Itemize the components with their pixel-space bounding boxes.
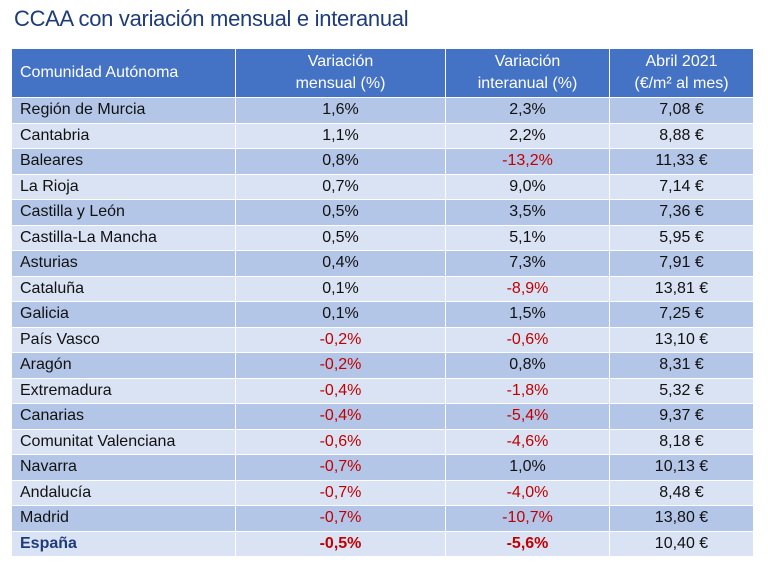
table-row: Canarias -0,4% -5,4% 9,37 € xyxy=(11,403,754,430)
table-row: Andalucía -0,7% -4,0% 8,48 € xyxy=(11,479,754,506)
price-cell: 7,36 € xyxy=(609,199,754,226)
price-cell: 8,88 € xyxy=(609,122,754,149)
annual-variation-cell: -1,8% xyxy=(445,377,610,404)
table-row: Castilla y León 0,5% 3,5% 7,36 € xyxy=(11,199,754,226)
monthly-variation-cell: -0,4% xyxy=(235,377,446,404)
region-cell: Cataluña xyxy=(11,275,236,302)
annual-variation-cell: 5,1% xyxy=(445,224,610,251)
monthly-variation-cell: 0,8% xyxy=(235,148,446,175)
monthly-variation-cell: -0,7% xyxy=(235,454,446,481)
table-row: País Vasco -0,2% -0,6% 13,10 € xyxy=(11,326,754,353)
region-cell: Asturias xyxy=(11,250,236,277)
monthly-variation-cell: 0,4% xyxy=(235,250,446,277)
price-cell: 11,33 € xyxy=(609,148,754,175)
region-cell: País Vasco xyxy=(11,326,236,353)
price-cell: 10,13 € xyxy=(609,454,754,481)
price-cell: 8,31 € xyxy=(609,352,754,379)
price-cell: 8,18 € xyxy=(609,428,754,455)
monthly-variation-cell: -0,6% xyxy=(235,428,446,455)
region-cell: España xyxy=(11,530,236,557)
annual-variation-cell: 1,5% xyxy=(445,301,610,328)
price-cell: 9,37 € xyxy=(609,403,754,430)
price-cell: 7,25 € xyxy=(609,301,754,328)
region-cell: Castilla y León xyxy=(11,199,236,226)
annual-variation-cell: 9,0% xyxy=(445,173,610,200)
table-row: Madrid -0,7% -10,7% 13,80 € xyxy=(11,505,754,532)
table-row: Navarra -0,7% 1,0% 10,13 € xyxy=(11,454,754,481)
annual-variation-cell: -5,4% xyxy=(445,403,610,430)
price-cell: 13,10 € xyxy=(609,326,754,353)
monthly-variation-cell: 0,7% xyxy=(235,173,446,200)
price-cell: 7,08 € xyxy=(609,97,754,124)
annual-variation-cell: 3,5% xyxy=(445,199,610,226)
header-annual: Variación interanual (%) xyxy=(445,48,610,98)
total-row: España -0,5% -5,6% 10,40 € xyxy=(11,530,754,557)
region-cell: Galicia xyxy=(11,301,236,328)
annual-variation-cell: -4,6% xyxy=(445,428,610,455)
region-cell: La Rioja xyxy=(11,173,236,200)
monthly-variation-cell: 0,1% xyxy=(235,301,446,328)
monthly-variation-cell: -0,7% xyxy=(235,505,446,532)
header-monthly: Variación mensual (%) xyxy=(235,48,446,98)
table-row: Comunitat Valenciana -0,6% -4,6% 8,18 € xyxy=(11,428,754,455)
annual-variation-cell: -10,7% xyxy=(445,505,610,532)
monthly-variation-cell: -0,5% xyxy=(235,530,446,557)
table-header-row: Comunidad Autónoma Variación mensual (%) … xyxy=(11,48,754,98)
annual-variation-cell: -0,6% xyxy=(445,326,610,353)
table-row: Galicia 0,1% 1,5% 7,25 € xyxy=(11,301,754,328)
table-row: Cantabria 1,1% 2,2% 8,88 € xyxy=(11,122,754,149)
annual-variation-cell: -4,0% xyxy=(445,479,610,506)
price-cell: 13,80 € xyxy=(609,505,754,532)
ccaa-table: Comunidad Autónoma Variación mensual (%) … xyxy=(11,48,754,557)
price-cell: 7,91 € xyxy=(609,250,754,277)
price-cell: 5,32 € xyxy=(609,377,754,404)
table-row: Extremadura -0,4% -1,8% 5,32 € xyxy=(11,377,754,404)
region-cell: Baleares xyxy=(11,148,236,175)
region-cell: Navarra xyxy=(11,454,236,481)
table-row: Baleares 0,8% -13,2% 11,33 € xyxy=(11,148,754,175)
region-cell: Extremadura xyxy=(11,377,236,404)
annual-variation-cell: 2,3% xyxy=(445,97,610,124)
table-row: La Rioja 0,7% 9,0% 7,14 € xyxy=(11,173,754,200)
table-row: Asturias 0,4% 7,3% 7,91 € xyxy=(11,250,754,277)
region-cell: Aragón xyxy=(11,352,236,379)
price-cell: 5,95 € xyxy=(609,224,754,251)
region-cell: Castilla-La Mancha xyxy=(11,224,236,251)
annual-variation-cell: 7,3% xyxy=(445,250,610,277)
monthly-variation-cell: 0,5% xyxy=(235,224,446,251)
table-row: Castilla-La Mancha 0,5% 5,1% 5,95 € xyxy=(11,224,754,251)
price-cell: 10,40 € xyxy=(609,530,754,557)
monthly-variation-cell: 0,5% xyxy=(235,199,446,226)
region-cell: Canarias xyxy=(11,403,236,430)
table-row: Región de Murcia 1,6% 2,3% 7,08 € xyxy=(11,97,754,124)
annual-variation-cell: 0,8% xyxy=(445,352,610,379)
monthly-variation-cell: -0,2% xyxy=(235,326,446,353)
monthly-variation-cell: -0,7% xyxy=(235,479,446,506)
annual-variation-cell: -8,9% xyxy=(445,275,610,302)
price-cell: 8,48 € xyxy=(609,479,754,506)
annual-variation-cell: -5,6% xyxy=(445,530,610,557)
region-cell: Cantabria xyxy=(11,122,236,149)
header-price: Abril 2021 (€/m² al mes) xyxy=(609,48,754,98)
annual-variation-cell: 1,0% xyxy=(445,454,610,481)
region-cell: Madrid xyxy=(11,505,236,532)
table-row: Cataluña 0,1% -8,9% 13,81 € xyxy=(11,275,754,302)
header-region: Comunidad Autónoma xyxy=(11,48,236,98)
page-title: CCAA con variación mensual e interanual xyxy=(14,6,409,31)
region-cell: Comunitat Valenciana xyxy=(11,428,236,455)
monthly-variation-cell: -0,2% xyxy=(235,352,446,379)
monthly-variation-cell: 1,1% xyxy=(235,122,446,149)
monthly-variation-cell: 1,6% xyxy=(235,97,446,124)
region-cell: Región de Murcia xyxy=(11,97,236,124)
annual-variation-cell: -13,2% xyxy=(445,148,610,175)
annual-variation-cell: 2,2% xyxy=(445,122,610,149)
monthly-variation-cell: 0,1% xyxy=(235,275,446,302)
price-cell: 13,81 € xyxy=(609,275,754,302)
region-cell: Andalucía xyxy=(11,479,236,506)
price-cell: 7,14 € xyxy=(609,173,754,200)
monthly-variation-cell: -0,4% xyxy=(235,403,446,430)
table-row: Aragón -0,2% 0,8% 8,31 € xyxy=(11,352,754,379)
